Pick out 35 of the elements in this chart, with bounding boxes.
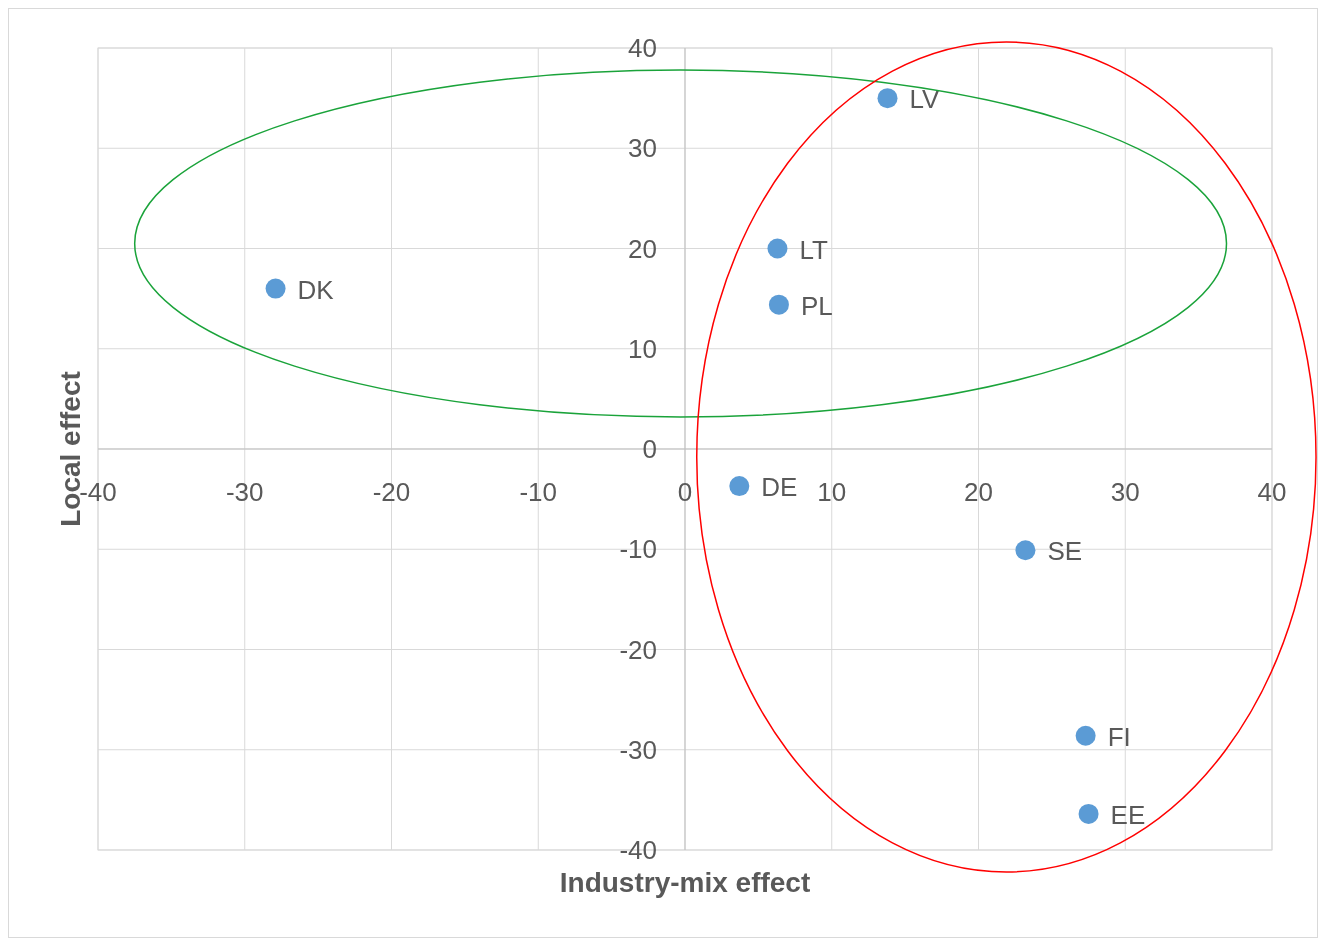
x-tick-label: 20 (964, 477, 993, 507)
point (767, 238, 788, 259)
y-tick-label: 20 (628, 233, 657, 264)
x-tick-label: 40 (1257, 477, 1287, 507)
annotation: DE (761, 472, 798, 503)
annotation: PL (800, 290, 833, 321)
annotation: LV (909, 84, 941, 115)
point (1075, 725, 1096, 746)
point (1015, 540, 1036, 561)
x-axis-title: Industry-mix effect (559, 867, 811, 898)
point (1078, 803, 1099, 824)
annotation: DK (297, 274, 335, 305)
annotation: LT (799, 234, 828, 265)
point (729, 476, 750, 497)
y-tick-label: -20 (619, 634, 657, 665)
annotation: EE (1110, 799, 1146, 830)
x-tick-label: 30 (1110, 477, 1140, 507)
y-tick-label: 40 (628, 33, 657, 63)
y-tick-label: 30 (628, 133, 657, 164)
point (768, 294, 789, 315)
y-tick-label: 0 (642, 434, 657, 464)
x-tick-label: -30 (225, 477, 264, 507)
y-tick-label: -10 (619, 534, 657, 565)
annotation: SE (1047, 536, 1083, 567)
x-tick-label: -10 (519, 477, 558, 507)
y-tick-label: -40 (619, 835, 657, 865)
y-tick-label: 10 (628, 333, 657, 364)
x-tick-label: -20 (372, 477, 411, 507)
y-tick-label: -30 (619, 734, 657, 765)
x-tick-label: -40 (79, 477, 117, 507)
x-tick-label: 10 (817, 477, 847, 507)
annotation: FI (1107, 721, 1131, 752)
point (877, 88, 898, 109)
point (265, 278, 286, 299)
x-tick-label: 0 (677, 477, 693, 507)
